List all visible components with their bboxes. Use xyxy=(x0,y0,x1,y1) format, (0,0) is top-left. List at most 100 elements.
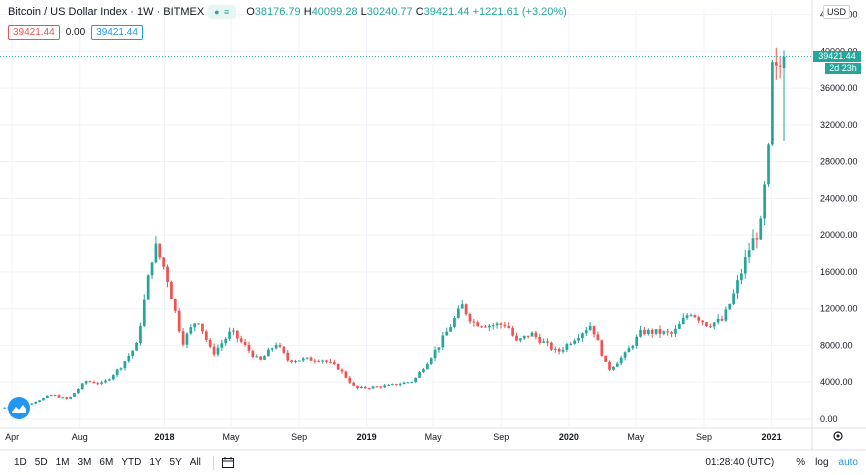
candle-body xyxy=(612,366,615,370)
candle-body xyxy=(220,343,224,348)
candle-body xyxy=(774,62,778,66)
symbol-title[interactable]: Bitcoin / US Dollar Index · 1W · BITMEX xyxy=(8,6,205,18)
candle-body xyxy=(344,371,348,378)
candle-body xyxy=(247,344,251,351)
candle-body xyxy=(232,330,235,332)
candle-body xyxy=(46,395,49,399)
timeframe-1m-button[interactable]: 1M xyxy=(55,457,70,468)
candle-body xyxy=(367,388,371,390)
y-tick-label: 0.00 xyxy=(820,414,838,424)
value-box-red[interactable]: 39421.44 xyxy=(8,25,60,40)
candle-body xyxy=(763,184,766,219)
calendar-goto-icon[interactable] xyxy=(221,457,234,468)
candle-body xyxy=(550,342,553,350)
indicator-values: 39421.44 0.00 39421.44 xyxy=(8,25,143,40)
candle-body xyxy=(519,338,522,341)
x-tick-label: Sep xyxy=(291,432,307,442)
candle-body xyxy=(387,384,390,386)
candle-body xyxy=(623,352,627,358)
candle-body xyxy=(173,298,177,311)
candle-body xyxy=(600,340,604,356)
candle-body xyxy=(38,400,41,402)
candle-body xyxy=(208,339,212,347)
candle-body xyxy=(538,337,542,343)
timeframe-1y-button[interactable]: 1Y xyxy=(149,457,162,468)
candle-body xyxy=(201,323,204,332)
candle-body xyxy=(321,360,324,362)
candle-body xyxy=(569,343,573,345)
y-tick-label: 12000.00 xyxy=(820,304,858,314)
y-tick-label: 32000.00 xyxy=(820,120,858,130)
candle-body xyxy=(693,315,697,318)
candle-body xyxy=(534,332,538,338)
tradingview-logo-icon[interactable] xyxy=(8,397,30,419)
toolbar-divider xyxy=(212,455,214,470)
candle-body xyxy=(495,323,499,326)
candle-body xyxy=(352,382,356,386)
candle-body xyxy=(154,243,158,263)
candle-body xyxy=(282,346,286,353)
candle-body xyxy=(429,358,433,364)
timeframe-3m-button[interactable]: 3M xyxy=(77,457,92,468)
candle-body xyxy=(646,329,650,334)
timeframe-1d-button[interactable]: 1D xyxy=(14,457,27,468)
percent-scale-button[interactable]: % xyxy=(796,457,806,468)
candle-body xyxy=(573,340,577,344)
candle-body xyxy=(73,393,76,397)
candle-body xyxy=(49,395,53,397)
auto-scale-button[interactable]: auto xyxy=(838,457,858,468)
candle-body xyxy=(449,326,452,332)
timeframe-6m-button[interactable]: 6M xyxy=(99,457,114,468)
y-tick-label: 28000.00 xyxy=(820,157,858,167)
candle-body xyxy=(383,385,387,388)
candle-body xyxy=(375,386,379,388)
candle-body xyxy=(681,317,685,325)
utc-clock[interactable]: 01:28:40 (UTC) xyxy=(705,457,775,468)
candle-body xyxy=(123,361,127,369)
timeframe-ytd-button[interactable]: YTD xyxy=(121,457,142,468)
candle-body xyxy=(363,386,367,389)
x-tick-label: 2019 xyxy=(357,432,377,442)
candle-body xyxy=(340,369,344,372)
x-tick-label: Aug xyxy=(72,432,88,442)
candle-body xyxy=(425,363,429,370)
bottom-toolbar: 1D 5D 1M 3M 6M YTD 1Y 5Y All 01:28:40 (U… xyxy=(0,450,866,475)
candle-body xyxy=(251,350,255,358)
timeframe-5y-button[interactable]: 5Y xyxy=(169,457,182,468)
candle-body xyxy=(348,377,352,383)
candle-body xyxy=(119,368,123,370)
log-scale-button[interactable]: log xyxy=(815,457,829,468)
eye-icon[interactable]: ● ≡ xyxy=(208,5,237,19)
candle-body xyxy=(596,334,600,341)
candle-body xyxy=(604,355,608,362)
currency-badge[interactable]: USD xyxy=(823,5,851,19)
candle-body xyxy=(743,257,747,274)
candle-body xyxy=(88,381,92,383)
candle-body xyxy=(111,375,115,380)
candle-body xyxy=(643,329,646,334)
candle-body xyxy=(619,357,623,364)
candle-body xyxy=(732,293,735,304)
candle-body xyxy=(670,332,673,334)
candle-body xyxy=(228,331,231,339)
candle-body xyxy=(771,62,774,145)
candle-body xyxy=(484,326,487,328)
candle-body xyxy=(468,314,472,322)
candle-body xyxy=(565,344,569,350)
candle-body xyxy=(588,325,592,331)
timeframe-all-button[interactable]: All xyxy=(189,457,201,468)
candle-body xyxy=(755,238,759,240)
timeframe-5d-button[interactable]: 5D xyxy=(34,457,48,468)
candle-body xyxy=(139,325,142,343)
value-box-blue[interactable]: 39421.44 xyxy=(91,25,143,40)
ohlc-values: O38176.79 H40099.28 L30240.77 C39421.44 … xyxy=(246,6,567,18)
settings-gear-icon[interactable] xyxy=(833,431,843,441)
candle-body xyxy=(158,243,162,258)
candle-body xyxy=(69,396,72,399)
candle-body xyxy=(356,385,359,389)
candle-body xyxy=(433,349,437,359)
candle-body xyxy=(577,338,580,341)
candle-body xyxy=(759,218,763,240)
candle-body xyxy=(499,323,503,325)
